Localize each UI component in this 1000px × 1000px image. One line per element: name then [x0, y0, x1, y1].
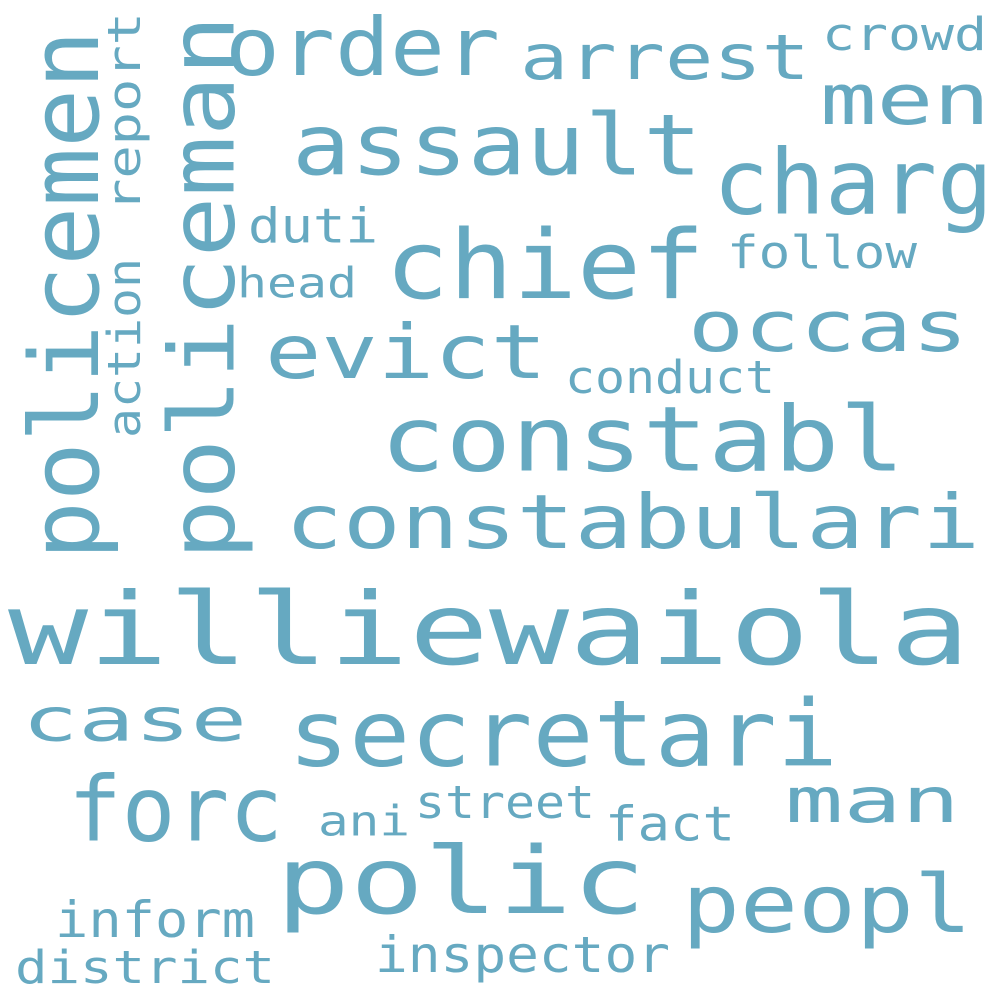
- word-crowd: crowd: [822, 7, 987, 61]
- word-evict: evict: [265, 308, 547, 396]
- word-man: man: [785, 764, 960, 837]
- word-policeman: policeman: [149, 15, 256, 560]
- word-williewaiola: williewaiola: [8, 571, 970, 688]
- word-forc: forc: [68, 756, 283, 863]
- word-chief: chief: [385, 209, 705, 321]
- word-duti: duti: [248, 197, 378, 254]
- word-head: head: [237, 258, 357, 308]
- word-report: report: [97, 11, 151, 212]
- word-men: men: [820, 58, 990, 141]
- word-peopl: peopl: [682, 857, 972, 952]
- word-constabl: constabl: [380, 386, 905, 493]
- word-street: street: [415, 775, 595, 829]
- word-case: case: [22, 684, 247, 755]
- word-constabulari: constabulari: [285, 478, 980, 566]
- word-ani: ani: [318, 796, 410, 846]
- word-occas: occas: [688, 285, 968, 368]
- word-arrest: arrest: [520, 21, 810, 94]
- word-follow: follow: [727, 225, 917, 279]
- word-assault: assault: [292, 95, 702, 195]
- word-action: action: [97, 258, 151, 438]
- word-secretari: secretari: [288, 679, 838, 788]
- word-order: order: [225, 0, 500, 95]
- word-district: district: [15, 940, 275, 994]
- word-charg: charg: [713, 129, 993, 236]
- word-inspector: inspector: [375, 925, 670, 984]
- word-inform: inform: [55, 890, 255, 949]
- word-conduct: conduct: [565, 350, 775, 404]
- word-fact: fact: [605, 795, 735, 852]
- word-polic: polic: [276, 826, 646, 936]
